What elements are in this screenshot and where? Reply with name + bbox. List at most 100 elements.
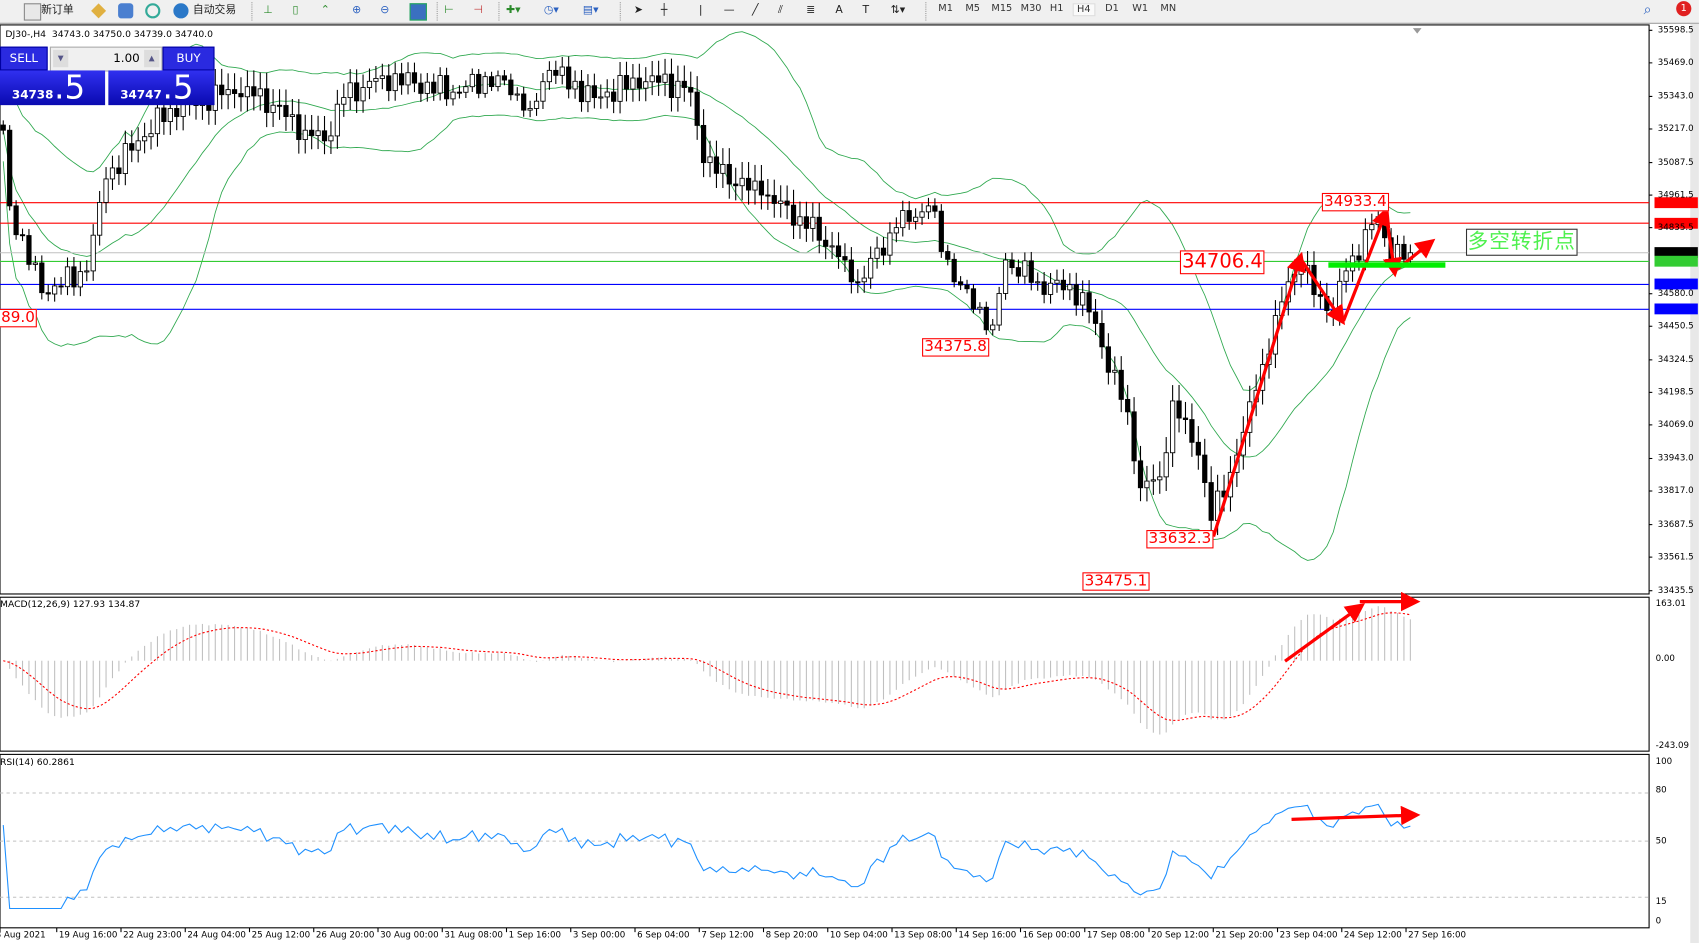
timeframe-h1[interactable]: H1 [1049,3,1064,15]
candle-bullish [373,78,379,82]
timeframe-m1[interactable]: M1 [938,3,953,15]
candle-bearish [906,210,912,222]
level-price-tag[interactable] [1654,278,1698,290]
timeframe-mn[interactable]: MN [1160,3,1177,15]
fibonacci-icon[interactable]: ≣ [806,4,816,17]
market-watch-icon[interactable] [91,3,107,19]
text-icon[interactable]: A [835,4,843,17]
sell-price[interactable]: 34738 .5 [0,69,106,107]
arrows-icon[interactable]: ⇅▾ [890,4,906,17]
templates-icon[interactable]: ▤▾ [582,4,599,17]
time-axis-label: 24 Sep 12:00 [1343,929,1402,940]
reversal-point-note[interactable]: 多空转折点 [1465,228,1578,256]
timeframe-h4[interactable]: H4 [1072,3,1095,17]
increase-lot-button[interactable]: ▲ [144,49,160,68]
chart-shift-icon[interactable]: ⊢ [444,4,454,17]
zoom-in-icon[interactable]: ⊕ [352,4,362,17]
timeframe-w1[interactable]: W1 [1132,3,1149,15]
candle-bearish [816,216,822,241]
candle-bearish [1131,411,1137,462]
candle-bearish [745,177,752,191]
periods-icon[interactable]: ◷▾ [543,4,559,17]
rsi-line [2,803,1411,910]
low-price-label-1[interactable]: 34375.8 [922,338,990,357]
candle-bearish [803,216,809,229]
left-price-label[interactable]: 89.0 [0,308,38,328]
low-price-label-2[interactable]: 33632.3 [1146,530,1214,549]
cursor-icon[interactable]: ➤ [633,4,643,17]
lot-size-stepper[interactable]: ▼ 1.00 ▲ [49,46,163,72]
text-label-icon[interactable]: T [862,4,870,17]
high-price-label[interactable]: 34933.4 [1321,192,1389,212]
horizontal-line-icon[interactable]: — [723,4,735,17]
level-price-tag[interactable] [1654,217,1698,229]
rsi-axis-label: 0 [1655,915,1662,926]
chart-canvas[interactable] [0,23,1699,943]
indicators-icon[interactable]: ✚▾ [505,4,521,17]
autoscroll-icon[interactable]: ⊣ [473,4,483,17]
macd-panel [0,596,1650,752]
candle-bearish [1356,255,1362,261]
timeframe-d1[interactable]: D1 [1105,3,1119,15]
candle-bullish [392,73,398,92]
line-chart-icon[interactable]: ⌃ [320,4,330,17]
candle-bullish [32,262,38,265]
candle-bullish [270,104,276,113]
trendline-icon[interactable]: ╱ [751,4,759,17]
bar-chart-icon[interactable]: ⊥ [263,4,273,17]
level-price-tag[interactable] [1654,303,1698,315]
candle-bearish [1092,311,1099,324]
candle-bearish [174,108,180,117]
low-price-label-3[interactable]: 33475.1 [1082,572,1150,591]
decrease-lot-button[interactable]: ▼ [53,49,69,68]
crosshair-icon[interactable]: ┼ [660,4,668,17]
level-price-tag[interactable] [1654,247,1698,259]
search-icon[interactable]: ⌕ [1643,2,1652,19]
auto-trading-button[interactable]: 自动交易 [192,4,237,17]
timeframe-m5[interactable]: M5 [965,3,981,15]
trend-arrow-5 [1284,603,1366,663]
time-axis-label: 17 Sep 08:00 [1086,929,1145,940]
price-axis-label: 35469.0 [1657,57,1694,68]
sell-price-main: 34738 [11,87,54,102]
new-order-button[interactable]: 新订单 [41,4,74,17]
timeframe-m15[interactable]: M15 [991,3,1013,15]
candle-bearish [938,210,944,252]
candle-bearish [7,129,13,207]
candlestick-icon[interactable]: ▯ [292,4,299,17]
tile-windows-icon[interactable] [409,3,427,21]
candle-bullish [90,234,96,272]
candle-bullish [257,88,263,97]
macd-axis-label: 0.00 [1655,653,1675,664]
candle-bullish [533,100,540,109]
macd-title: MACD(12,26,9) 127.93 134.87 [0,599,141,611]
vertical-line-icon[interactable]: | [698,4,703,17]
notification-icon[interactable]: 1 [1676,1,1692,17]
candle-bearish [1176,400,1182,419]
candle-bearish [688,87,694,93]
level-price-tag[interactable] [1654,197,1698,209]
pivot-price-label[interactable]: 34706.4 [1179,250,1265,275]
candle-bearish [823,239,829,247]
new-order-icon[interactable] [23,3,42,21]
candle-bullish [154,107,161,135]
level-price-tag[interactable] [1654,256,1698,267]
signals-icon[interactable] [145,3,161,19]
navigator-icon[interactable] [118,3,134,19]
candle-bullish [572,80,578,90]
equidistant-channel-icon[interactable]: ⫽ [777,4,783,17]
candle-bullish [463,86,469,93]
candle-bullish [990,324,996,331]
timeframe-m30[interactable]: M30 [1020,3,1042,15]
zoom-out-icon[interactable]: ⊖ [380,4,390,17]
price-axis-label: 33561.5 [1657,551,1694,562]
trend-arrow-3 [1382,212,1403,278]
candle-bullish [495,75,501,88]
buy-price[interactable]: 34747 .5 [108,69,215,107]
candle-bearish [411,72,418,84]
auto-trading-icon[interactable] [173,3,189,19]
sell-button[interactable]: SELL [0,46,48,71]
candle-bearish [1125,398,1131,413]
lot-size-input[interactable]: 1.00 [113,50,140,66]
buy-button[interactable]: BUY [162,46,215,71]
